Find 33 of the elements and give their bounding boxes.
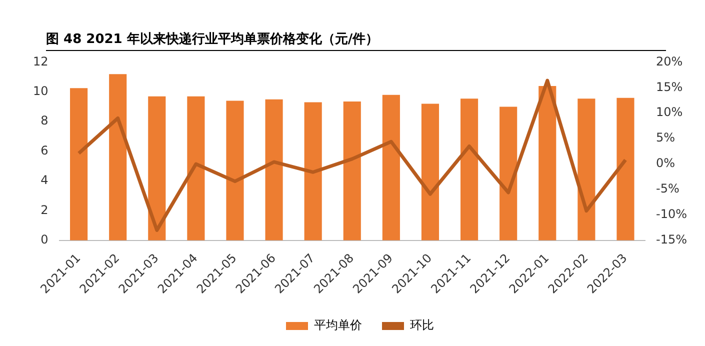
y-tick-label: 2 — [40, 202, 48, 217]
bar — [500, 106, 518, 240]
bar — [70, 88, 88, 240]
bar — [304, 102, 322, 240]
legend-label: 环比 — [410, 318, 434, 332]
y-tick-label: 12 — [32, 54, 48, 68]
y2-tick-label: 20% — [656, 54, 683, 68]
y2-tick-label: 5% — [656, 130, 676, 145]
bar — [265, 99, 283, 240]
y-tick-label: 10 — [32, 84, 48, 98]
y2-tick-label: -15% — [656, 232, 688, 246]
bar — [616, 98, 634, 240]
y-tick-label: 4 — [40, 173, 48, 188]
bar — [343, 102, 361, 240]
y2-tick-label: -5% — [656, 182, 680, 196]
y2-tick-label: -10% — [656, 207, 688, 222]
chart-title: 图 48 2021 年以来快递行业平均单票价格变化（元/件） — [46, 30, 666, 51]
bar — [382, 94, 400, 240]
legend-label: 平均单价 — [314, 318, 362, 332]
bar — [148, 96, 166, 240]
y-tick-label: 0 — [40, 232, 48, 246]
bar — [578, 98, 596, 240]
y2-tick-label: 10% — [656, 105, 683, 120]
bar — [460, 98, 478, 240]
y2-tick-label: 0% — [656, 156, 676, 170]
bar — [109, 74, 127, 240]
bar — [538, 86, 556, 240]
bar — [421, 104, 440, 240]
bar — [187, 96, 205, 240]
y2-tick-label: 15% — [656, 80, 683, 94]
bar — [226, 100, 244, 240]
y-tick-label: 8 — [40, 114, 48, 128]
y-tick-label: 6 — [40, 143, 48, 158]
